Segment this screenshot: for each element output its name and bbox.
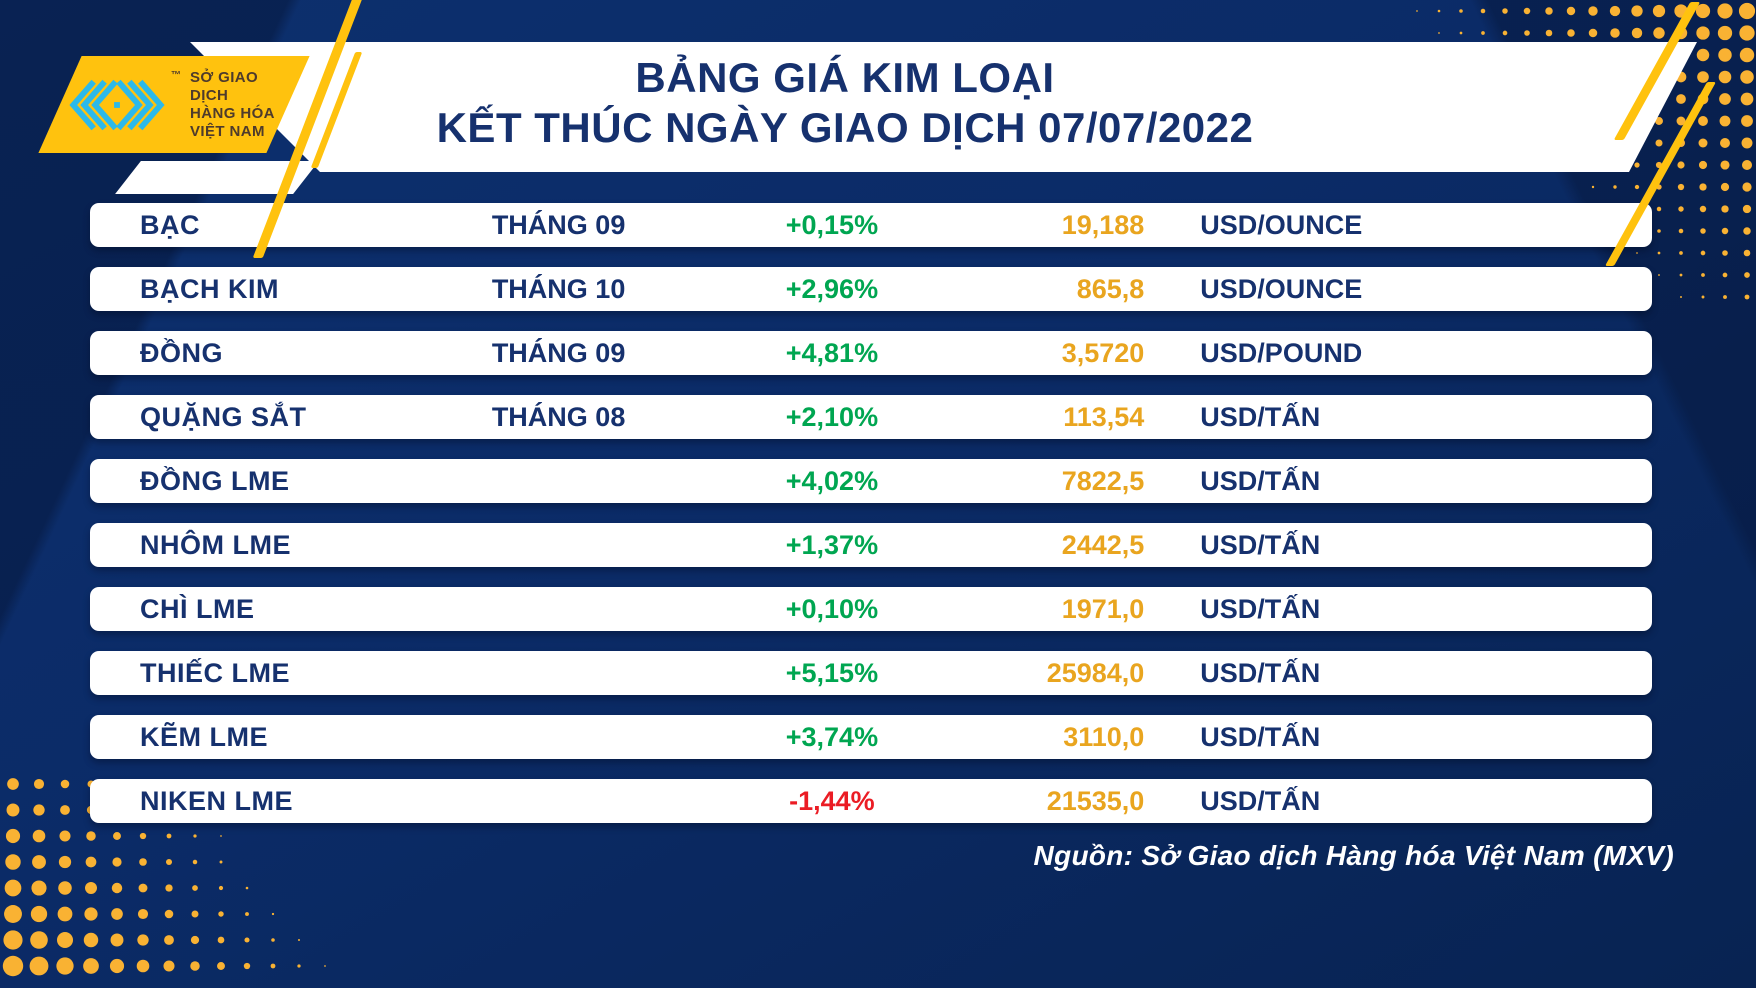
table-row: ĐỒNG LME +4,02% 7822,5 USD/TẤN [90,459,1652,503]
price-unit: USD/TẤN [1200,721,1321,752]
price-value: 3110,0 [1063,721,1145,752]
commodity-name: KẼM LME [140,721,268,752]
title-banner [190,42,1697,172]
source-note: Nguồn: Sở Giao dịch Hàng hóa Việt Nam (M… [1033,840,1674,871]
percent-change: +5,15% [785,657,879,688]
commodity-name: ĐỒNG LME [140,465,290,496]
table-row: CHÌ LME +0,10% 1971,0 USD/TẤN [90,587,1652,631]
percent-change: +4,81% [785,337,879,368]
price-table: BẠC THÁNG 09 +0,15% 19,188 USD/OUNCE BẠC… [90,203,1652,843]
logo-org-line: HÀNG HÓA [190,104,275,122]
price-value: 19,188 [1061,209,1145,240]
commodity-name: NIKEN LME [140,785,293,816]
mxv-logo: ™ SỞ GIAO DỊCH HÀNG HÓA VIỆT NAM [38,56,310,153]
percent-change: +1,37% [785,529,879,560]
price-value: 2442,5 [1061,529,1145,560]
commodity-name: ĐỒNG [140,337,223,368]
commodity-name: THIẾC LME [140,657,290,688]
price-unit: USD/OUNCE [1200,209,1363,240]
commodity-name: NHÔM LME [140,529,291,560]
table-row: NHÔM LME +1,37% 2442,5 USD/TẤN [90,523,1652,567]
price-unit: USD/OUNCE [1200,273,1363,304]
commodity-name: CHÌ LME [140,593,255,624]
table-row: KẼM LME +3,74% 3110,0 USD/TẤN [90,715,1652,759]
price-unit: USD/TẤN [1200,785,1321,816]
page-title-block: BẢNG GIÁ KIM LOẠI KẾT THÚC NGÀY GIAO DỊC… [300,53,1390,153]
logo-org-name: SỞ GIAO DỊCH HÀNG HÓA VIỆT NAM [190,69,288,141]
price-value: 113,54 [1063,401,1145,432]
price-value: 3,5720 [1061,337,1145,368]
table-row: BẠC THÁNG 09 +0,15% 19,188 USD/OUNCE [90,203,1652,247]
price-unit: USD/TẤN [1200,593,1321,624]
table-row: NIKEN LME -1,44% 21535,0 USD/TẤN [90,779,1652,823]
percent-change: +0,10% [785,593,879,624]
page-subtitle: KẾT THÚC NGÀY GIAO DỊCH 07/07/2022 [436,104,1254,151]
table-row: ĐỒNG THÁNG 09 +4,81% 3,5720 USD/POUND [90,331,1652,375]
price-value: 865,8 [1076,273,1145,304]
contract-month: THÁNG 10 [491,273,626,304]
contract-month: THÁNG 09 [491,209,626,240]
percent-change: +2,10% [785,401,879,432]
table-row: THIẾC LME +5,15% 25984,0 USD/TẤN [90,651,1652,695]
price-value: 21535,0 [1046,785,1145,816]
price-unit: USD/TẤN [1200,529,1321,560]
price-value: 1971,0 [1061,593,1145,624]
commodity-name: BẠC [140,209,200,240]
percent-change: -1,44% [789,785,875,816]
price-unit: USD/TẤN [1200,465,1321,496]
page-title: BẢNG GIÁ KIM LOẠI [635,54,1055,101]
price-unit: USD/TẤN [1200,401,1321,432]
mxv-chevron-icon [69,79,165,130]
price-value: 25984,0 [1046,657,1145,688]
percent-change: +0,15% [785,209,879,240]
percent-change: +2,96% [785,273,879,304]
commodity-name: BẠCH KIM [140,273,279,304]
table-row: QUẶNG SẮT THÁNG 08 +2,10% 113,54 USD/TẤN [90,395,1652,439]
contract-month: THÁNG 08 [491,401,626,432]
trademark-symbol: ™ [171,70,181,81]
price-value: 7822,5 [1061,465,1145,496]
price-unit: USD/POUND [1200,337,1363,368]
price-unit: USD/TẤN [1200,657,1321,688]
table-row: BẠCH KIM THÁNG 10 +2,96% 865,8 USD/OUNCE [90,267,1652,311]
logo-org-line: SỞ GIAO DỊCH [190,68,259,104]
contract-month: THÁNG 09 [491,337,626,368]
percent-change: +4,02% [785,465,879,496]
logo-org-line: VIỆT NAM [190,122,265,140]
percent-change: +3,74% [785,721,879,752]
commodity-name: QUẶNG SẮT [140,401,307,432]
